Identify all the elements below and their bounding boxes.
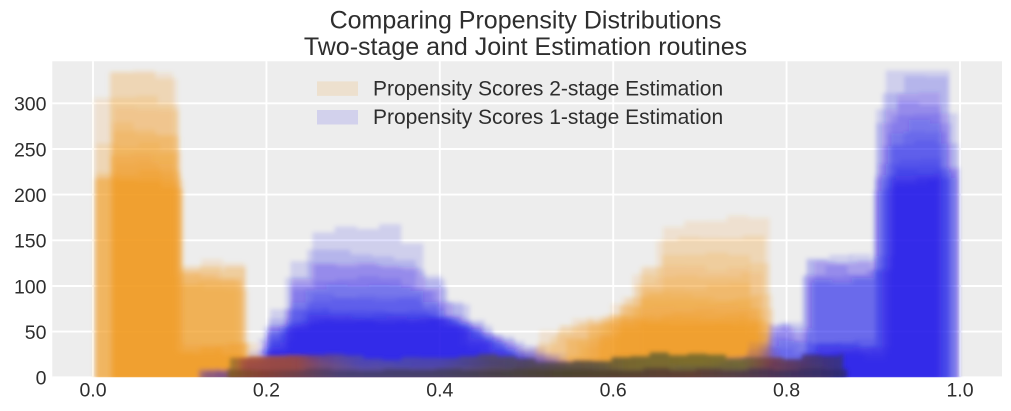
svg-text:0.8: 0.8 xyxy=(773,380,800,402)
svg-text:1.0: 1.0 xyxy=(946,380,973,402)
svg-text:0.4: 0.4 xyxy=(426,380,453,402)
svg-text:100: 100 xyxy=(14,276,47,298)
svg-text:0.2: 0.2 xyxy=(253,380,280,402)
svg-text:0: 0 xyxy=(36,368,47,390)
svg-text:200: 200 xyxy=(14,185,47,207)
svg-text:Comparing Propensity Distribut: Comparing Propensity Distributions xyxy=(330,7,722,35)
svg-text:0.0: 0.0 xyxy=(79,380,106,402)
svg-text:300: 300 xyxy=(14,94,47,116)
svg-text:0.6: 0.6 xyxy=(600,380,627,402)
svg-text:250: 250 xyxy=(14,139,47,161)
svg-text:Propensity Scores 2-stage Esti: Propensity Scores 2-stage Estimation xyxy=(373,77,723,100)
svg-text:Two-stage and Joint Estimation: Two-stage and Joint Estimation routines xyxy=(304,33,747,61)
svg-text:150: 150 xyxy=(14,231,47,253)
svg-text:50: 50 xyxy=(25,322,47,344)
svg-text:Propensity Scores 1-stage Esti: Propensity Scores 1-stage Estimation xyxy=(373,106,723,129)
